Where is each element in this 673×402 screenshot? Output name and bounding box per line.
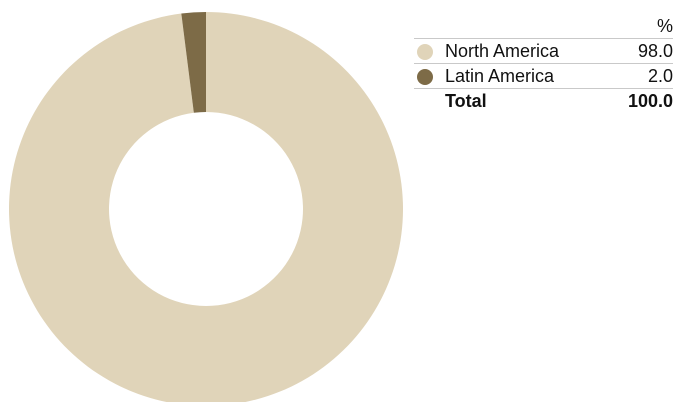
legend-total-row: Total 100.0 — [414, 88, 673, 113]
donut-slice-latin-america — [181, 12, 206, 113]
legend-value: 98.0 — [619, 38, 673, 64]
legend-unit-label: % — [656, 15, 673, 36]
donut-chart — [9, 12, 403, 402]
legend-row-north-america: North America 98.0 — [414, 38, 673, 64]
legend-swatch-north-america — [417, 43, 433, 60]
legend-header-row: % — [414, 14, 673, 39]
legend-label: North America — [445, 38, 619, 64]
donut-slice-north-america — [9, 12, 403, 402]
legend-table: % North America 98.0 Latin America 2.0 T… — [414, 14, 673, 113]
legend-value: 2.0 — [619, 63, 673, 89]
legend-row-latin-america: Latin America 2.0 — [414, 63, 673, 89]
legend-swatch-latin-america — [417, 68, 433, 85]
legend-total-label: Total — [445, 88, 619, 113]
legend-label: Latin America — [445, 63, 619, 89]
legend-total-value: 100.0 — [619, 88, 673, 113]
